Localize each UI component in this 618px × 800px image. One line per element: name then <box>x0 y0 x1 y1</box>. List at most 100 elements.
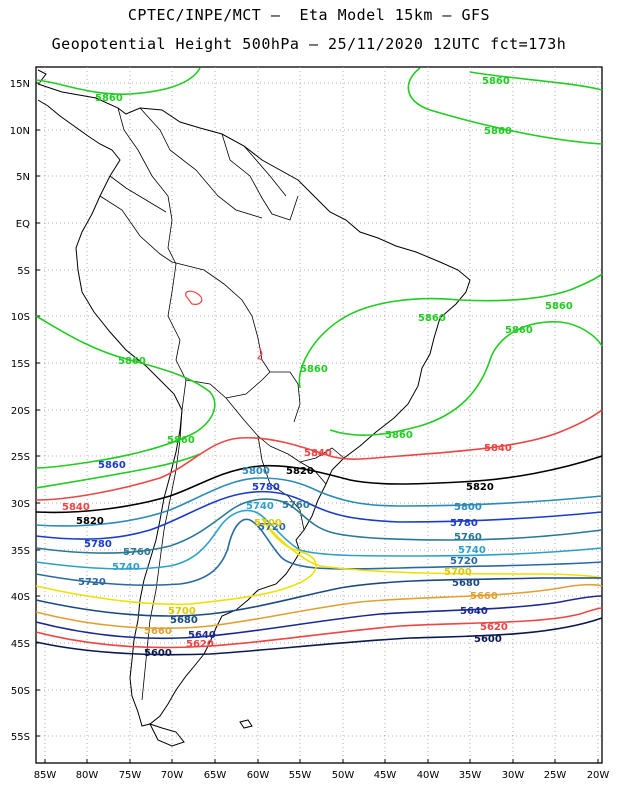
label-5820-west: 5820 <box>76 516 104 527</box>
latitude-labels: 15N 10N 5N EQ 5S 10S 15S 20S 25S 30S 35S… <box>10 79 30 743</box>
contour-5680 <box>35 577 602 617</box>
label-5860-ne2: 5860 <box>484 126 512 137</box>
lat-label-30s: 30S <box>11 499 30 510</box>
label-5700-east: 5700 <box>444 567 472 578</box>
label-5680-west: 5680 <box>170 615 198 626</box>
label-5840-west: 5840 <box>62 502 90 513</box>
longitude-labels: 85W 80W 75W 70W 65W 60W 55W 50W 45W 40W … <box>34 770 610 781</box>
contour-5820 <box>35 455 603 514</box>
lat-label-45s: 45S <box>11 639 30 650</box>
label-5780-west: 5780 <box>84 539 112 550</box>
central-america <box>37 69 47 83</box>
label-5760-center: 5760 <box>282 500 310 511</box>
contour-5600 <box>35 617 603 656</box>
contour-5860-north-east <box>407 67 603 145</box>
lon-label-35w: 35W <box>459 770 482 781</box>
label-5720-west: 5720 <box>78 577 106 588</box>
label-5740-west: 5740 <box>112 562 140 573</box>
label-5860-interior: 5860 <box>300 364 328 375</box>
contour-5860-atlantic <box>329 321 603 437</box>
label-5780-east: 5780 <box>450 518 478 529</box>
label-5660-east: 5660 <box>470 591 498 602</box>
label-5720-east: 5720 <box>450 556 478 567</box>
label-5700-center: 5700 <box>254 518 282 529</box>
contour-5620 <box>35 607 603 649</box>
label-5600-east: 5600 <box>474 634 502 645</box>
label-5820-east: 5820 <box>466 482 494 493</box>
lat-label-15s: 15S <box>11 359 30 370</box>
lat-label-40s: 40S <box>11 592 30 603</box>
label-5820-center: 5820 <box>286 466 314 477</box>
lon-label-20w: 20W <box>587 770 610 781</box>
lat-label-5s: 5S <box>17 266 30 277</box>
contour-small-loop-bolivia <box>256 347 263 361</box>
contour-5860-loop <box>35 453 201 489</box>
contour-5720 <box>35 518 603 587</box>
label-5860-brazil2: 5860 <box>505 325 533 336</box>
contour-5840 <box>35 409 603 501</box>
label-5780-center: 5780 <box>252 482 280 493</box>
label-5860-nw: 5860 <box>95 93 123 104</box>
map-title-line-2: Geopotential Height 500hPa – 25/11/2020 … <box>51 35 567 53</box>
lat-label-5n: 5N <box>16 172 30 183</box>
tierra-del-fuego <box>149 723 185 747</box>
contour-5740 <box>35 509 603 570</box>
label-5840-east: 5840 <box>484 443 512 454</box>
label-5860-coast: 5860 <box>385 430 413 441</box>
falkland-islands <box>239 719 253 729</box>
map-frame <box>35 66 603 764</box>
label-5640-west: 5640 <box>188 630 216 641</box>
lat-label-15n: 15N <box>10 79 30 90</box>
label-5860-pacific: 5860 <box>118 356 146 367</box>
label-5660-west: 5660 <box>144 626 172 637</box>
lon-label-30w: 30W <box>502 770 525 781</box>
label-5620-west: 5620 <box>186 639 214 650</box>
label-5640-east: 5640 <box>460 606 488 617</box>
lat-label-eq: EQ <box>16 219 30 230</box>
label-5740-center: 5740 <box>246 501 274 512</box>
label-5720-center: 5720 <box>258 522 286 533</box>
label-5740-east: 5740 <box>458 545 486 556</box>
contour-5860-north-west <box>35 67 201 95</box>
contour-5760 <box>35 498 603 554</box>
contour-5700 <box>35 517 603 606</box>
lat-label-20s: 20S <box>11 406 30 417</box>
lat-label-35s: 35S <box>11 546 30 557</box>
label-5620-east: 5620 <box>480 622 508 633</box>
lat-label-10n: 10N <box>10 126 30 137</box>
label-5680-east: 5680 <box>452 578 480 589</box>
lon-label-50w: 50W <box>332 770 355 781</box>
lon-label-55w: 55W <box>289 770 312 781</box>
label-5800-east: 5800 <box>454 502 482 513</box>
contour-small-loop-peru <box>185 290 203 305</box>
contour-labels: 5860 5860 5860 5860 5860 5860 5860 5860 … <box>62 76 573 659</box>
label-5840-center: 5840 <box>304 448 332 459</box>
label-5860-brazil3: 5860 <box>545 301 573 312</box>
label-5800-center: 5800 <box>242 466 270 477</box>
country-borders <box>99 107 345 701</box>
label-5860-brazil1: 5860 <box>418 313 446 324</box>
contour-5640 <box>35 595 603 640</box>
lon-label-70w: 70W <box>161 770 184 781</box>
lon-label-60w: 60W <box>247 770 270 781</box>
contour-5860-subtropical <box>35 315 216 469</box>
label-5760-west: 5760 <box>123 547 151 558</box>
contour-5860-brazil <box>298 273 603 389</box>
label-5600-west: 5600 <box>144 648 172 659</box>
lon-label-65w: 65W <box>204 770 227 781</box>
axis-ticks <box>36 82 599 763</box>
label-5860-chile: 5860 <box>167 435 195 446</box>
lat-label-50s: 50S <box>11 686 30 697</box>
lon-label-40w: 40W <box>417 770 440 781</box>
lon-label-75w: 75W <box>119 770 142 781</box>
label-5700-west: 5700 <box>168 606 196 617</box>
contour-5800 <box>35 477 603 527</box>
label-5860-ne1: 5860 <box>482 76 510 87</box>
lat-label-10s: 10S <box>11 312 30 323</box>
label-5860-loop: 5860 <box>98 460 126 471</box>
lon-label-25w: 25W <box>544 770 567 781</box>
label-5760-east: 5760 <box>454 532 482 543</box>
contour-5660 <box>35 583 603 630</box>
map-title-line-1: CPTEC/INPE/MCT – Eta Model 15km – GFS <box>127 6 491 24</box>
